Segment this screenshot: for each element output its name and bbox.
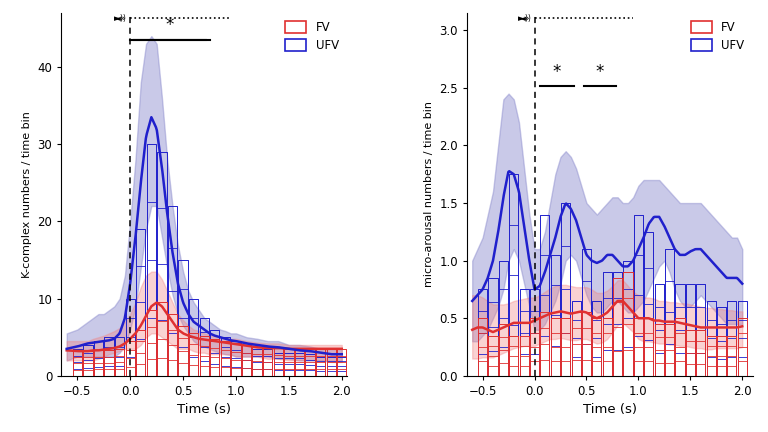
Y-axis label: micro-arousal numbers / time bin: micro-arousal numbers / time bin [424,102,434,287]
Text: ►»: ►» [518,14,531,23]
Legend: FV, UFV: FV, UFV [283,19,341,54]
Legend: FV, UFV: FV, UFV [688,19,746,54]
Text: *: * [166,16,174,34]
Text: *: * [596,63,604,81]
X-axis label: Time (s): Time (s) [177,403,231,416]
X-axis label: Time (s): Time (s) [583,403,637,416]
Text: ◄)): ◄)) [519,14,531,23]
Text: ►»: ►» [114,14,126,23]
Text: *: * [553,63,561,81]
Text: ◄)): ◄)) [115,14,127,23]
Y-axis label: K-complex numbers / time bin: K-complex numbers / time bin [22,111,32,278]
